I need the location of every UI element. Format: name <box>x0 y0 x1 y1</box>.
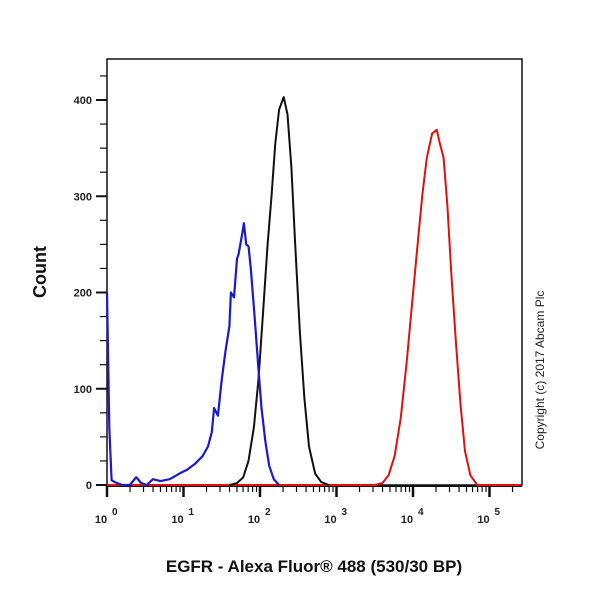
data-series <box>105 96 522 487</box>
svg-text:10: 10 <box>324 514 336 526</box>
x-tick-label: 10 1 <box>171 507 194 526</box>
svg-text:4: 4 <box>418 507 424 518</box>
series-line-blue <box>105 222 280 487</box>
y-tick-label: 400 <box>74 95 92 107</box>
series-line-black <box>229 96 330 486</box>
y-tick-label: 100 <box>74 384 92 396</box>
series-line-red <box>107 128 522 486</box>
svg-text:5: 5 <box>495 507 501 518</box>
y-axis: 0 100 200 300 400 <box>74 75 107 492</box>
x-tick-label: 10 3 <box>324 507 347 526</box>
y-tick-label: 0 <box>86 480 92 492</box>
x-axis: 10 0 10 1 10 2 10 3 10 4 10 5 <box>95 485 522 526</box>
svg-text:10: 10 <box>171 514 183 526</box>
copyright-annotation: Copyright (c) 2017 Abcam Plc <box>533 291 547 450</box>
svg-text:0: 0 <box>112 507 118 518</box>
plot-frame <box>106 58 523 486</box>
svg-text:2: 2 <box>265 507 271 518</box>
y-tick-label: 300 <box>74 191 92 203</box>
svg-text:1: 1 <box>189 507 195 518</box>
svg-text:3: 3 <box>342 507 348 518</box>
svg-text:10: 10 <box>401 514 413 526</box>
svg-text:10: 10 <box>95 514 107 526</box>
svg-text:10: 10 <box>477 514 489 526</box>
x-tick-label: 10 2 <box>248 507 271 526</box>
x-tick-label: 10 5 <box>477 507 500 526</box>
svg-text:10: 10 <box>248 514 260 526</box>
x-tick-label: 10 0 <box>95 507 118 526</box>
x-tick-label: 10 4 <box>401 507 424 526</box>
y-axis-label: Count <box>30 246 50 298</box>
x-axis-label: EGFR - Alexa Fluor® 488 (530/30 BP) <box>166 557 462 576</box>
y-tick-label: 200 <box>74 288 92 300</box>
